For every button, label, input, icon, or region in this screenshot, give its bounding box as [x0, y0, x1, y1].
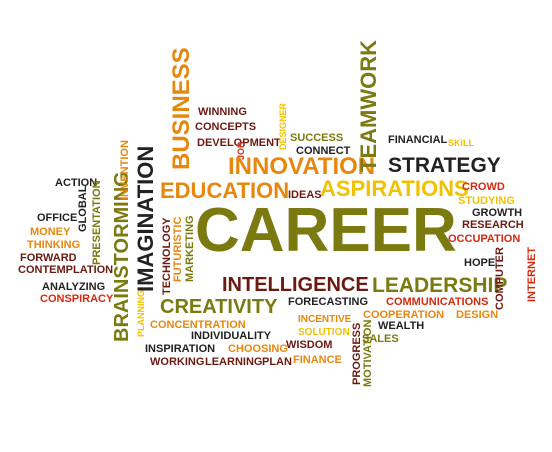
word-studying: STUDYING — [458, 195, 515, 207]
word-business: BUSINESS — [168, 47, 195, 170]
word-choosing: CHOOSING — [228, 343, 288, 355]
word-winning: WINNING — [198, 106, 247, 118]
word-invention: INVENTION — [119, 140, 131, 200]
word-wisdom: WISDOM — [286, 339, 333, 351]
word-strategy: STRATEGY — [388, 154, 501, 177]
word-motivation: MOTIVATION — [362, 319, 374, 387]
word-career: CAREER — [195, 196, 457, 265]
word-innovation: INNOVATION — [228, 153, 376, 180]
word-intelligence: INTELLIGENCE — [222, 274, 369, 296]
word-action: ACTION — [55, 177, 98, 189]
word-creativity: CREATIVITY — [160, 296, 278, 318]
word-money: MONEY — [30, 226, 71, 238]
word-analyzing: ANALYZING — [42, 281, 106, 293]
word-concentration: CONCENTRATION — [150, 319, 246, 331]
word-communications: COMMUNICATIONS — [386, 296, 489, 308]
word-individuality: INDIVIDUALITY — [191, 330, 272, 342]
word-learning: LEARNING — [205, 356, 263, 368]
word-solution: SOLUTION — [298, 327, 350, 338]
word-occupation: OCCUPATION — [448, 233, 521, 245]
word-designer: DESIGNER — [278, 102, 288, 150]
word-internet: INTERNET — [526, 247, 538, 302]
word-office: OFFICE — [37, 212, 78, 224]
word-contemplation: CONTEMPLATION — [18, 264, 114, 276]
word-job: JOB — [236, 141, 246, 160]
word-success: SUCCESS — [290, 132, 344, 144]
word-financial: FINANCIAL — [388, 134, 448, 146]
word-imagination: IMAGINATION — [133, 145, 158, 292]
word-forward: FORWARD — [20, 252, 77, 264]
word-conspiracy: CONSPIRACY — [40, 293, 114, 305]
word-development: DEVELOPMENT — [197, 137, 281, 149]
word-connect: CONNECT — [296, 145, 351, 157]
word-education: EDUCATION — [160, 178, 290, 203]
word-growth: GROWTH — [472, 207, 523, 219]
word-concepts: CONCEPTS — [195, 121, 257, 133]
word-leadership: LEADERSHIP — [372, 274, 508, 297]
word-incentive: INCENTIVE — [298, 314, 352, 325]
word-forecasting: FORECASTING — [288, 296, 369, 308]
word-hope: HOPE — [464, 257, 496, 269]
word-wealth: WEALTH — [378, 320, 425, 332]
word-teamwork: TEAMWORK — [356, 40, 381, 172]
word-plan: PLAN — [262, 356, 292, 368]
word-cooperation: COOPERATION — [363, 309, 445, 321]
word-planning: PLANNING — [136, 290, 146, 337]
word-inspiration: INSPIRATION — [145, 343, 216, 355]
word-finance: FINANCE — [293, 354, 342, 366]
word-sales: SALES — [362, 333, 399, 345]
word-research: RESEARCH — [462, 219, 524, 231]
word-design: DESIGN — [456, 309, 499, 321]
word-marketing: MARKETING — [184, 215, 196, 282]
word-computer: COMPUTER — [494, 247, 506, 310]
word-presentation: PRESENTATION — [91, 180, 103, 265]
word-futuristic: FUTURISTIC — [172, 216, 184, 282]
word-global: GLOBAL — [77, 185, 89, 232]
word-skill: SKILL — [448, 138, 474, 148]
word-crowd: CROWD — [462, 181, 505, 193]
word-working: WORKING — [150, 356, 205, 368]
word-ideas: IDEAS — [288, 189, 322, 201]
word-thinking: THINKING — [27, 239, 81, 251]
word-aspirations: ASPIRATIONS — [320, 176, 469, 201]
